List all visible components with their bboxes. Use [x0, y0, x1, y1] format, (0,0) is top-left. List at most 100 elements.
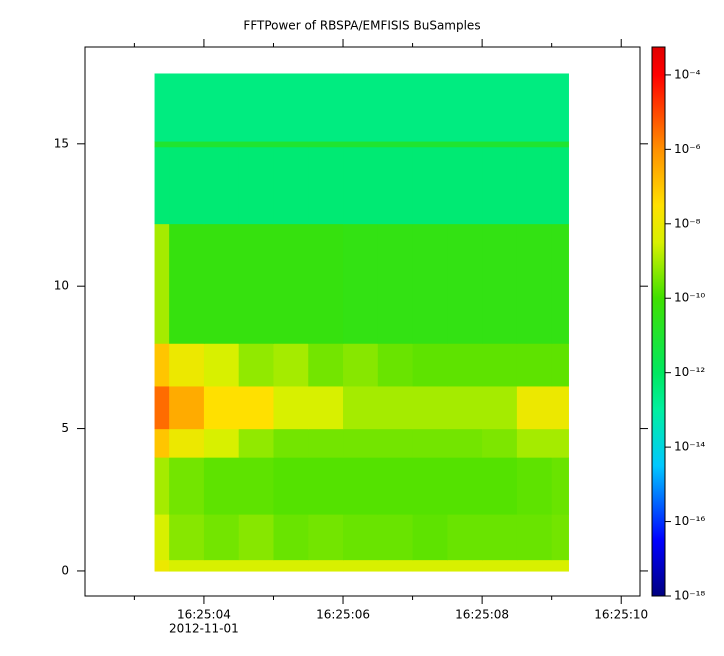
cell: [447, 559, 483, 572]
cell: [343, 73, 379, 142]
x-tick-label: 16:25:10: [594, 608, 648, 622]
cell: [447, 73, 483, 142]
cell: [154, 146, 170, 225]
cell: [551, 385, 569, 430]
cell: [273, 559, 309, 572]
cell: [412, 428, 448, 458]
cell: [551, 559, 569, 572]
x-tick-label: 16:25:04: [177, 608, 231, 622]
colorbar-tick-label: 10⁻⁸: [674, 216, 701, 230]
cell: [377, 223, 414, 344]
cell: [154, 140, 170, 148]
cell: [169, 428, 205, 458]
cell: [308, 385, 344, 430]
cell: [169, 457, 205, 515]
cell: [238, 343, 275, 387]
cell: [308, 513, 344, 561]
cell: [516, 428, 553, 458]
cell: [412, 140, 448, 148]
y-tick-label: 0: [61, 563, 69, 577]
colorbar-tick-label: 10⁻¹⁴: [674, 440, 705, 454]
cell: [273, 343, 309, 387]
cell: [516, 513, 553, 561]
cell: [203, 146, 240, 225]
cell: [154, 457, 170, 515]
cell: [154, 343, 170, 387]
cell: [482, 146, 518, 225]
cell: [447, 457, 483, 515]
cell: [447, 140, 483, 148]
cell: [412, 73, 448, 142]
cell: [273, 146, 309, 225]
cell: [169, 343, 205, 387]
cell: [169, 223, 205, 344]
x-tick-label: 16:25:06: [316, 608, 370, 622]
cell: [343, 140, 379, 148]
cell: [377, 146, 414, 225]
cell: [169, 559, 205, 572]
cell: [482, 385, 518, 430]
cell: [412, 223, 448, 344]
cell: [273, 385, 309, 430]
colorbar-tick-label: 10⁻¹⁶: [674, 514, 705, 528]
cell: [203, 343, 240, 387]
cell: [203, 559, 240, 572]
cell: [412, 343, 448, 387]
y-tick-label: 15: [54, 136, 69, 150]
cell: [308, 146, 344, 225]
cell: [203, 223, 240, 344]
x-tick-label: 16:25:08: [455, 608, 509, 622]
cell: [169, 73, 205, 142]
cell: [482, 559, 518, 572]
cell: [238, 73, 275, 142]
cell: [377, 428, 414, 458]
cell: [377, 513, 414, 561]
cell: [154, 513, 170, 561]
cell: [343, 428, 379, 458]
colorbar-tick-label: 10⁻¹²: [674, 365, 705, 379]
cell: [412, 513, 448, 561]
cell: [308, 457, 344, 515]
cell: [238, 140, 275, 148]
cell: [154, 73, 170, 142]
cell: [308, 140, 344, 148]
cell: [412, 146, 448, 225]
cell: [482, 73, 518, 142]
cell: [412, 385, 448, 430]
cell: [447, 223, 483, 344]
cell: [516, 223, 553, 344]
cell: [238, 559, 275, 572]
colorbar: [651, 46, 666, 597]
cell: [154, 223, 170, 344]
cell: [377, 343, 414, 387]
cell: [154, 559, 170, 572]
colorbar-tick-label: 10⁻¹⁸: [674, 589, 705, 603]
cell: [482, 343, 518, 387]
cell: [203, 513, 240, 561]
cell: [343, 343, 379, 387]
cell: [238, 146, 275, 225]
cell: [551, 140, 569, 148]
cell: [308, 223, 344, 344]
cell: [482, 140, 518, 148]
cell: [273, 428, 309, 458]
cell: [551, 513, 569, 561]
cell: [343, 559, 379, 572]
y-tick-label: 10: [54, 279, 69, 293]
cell: [273, 457, 309, 515]
cell: [169, 146, 205, 225]
cell: [447, 343, 483, 387]
cell: [238, 513, 275, 561]
cell: [482, 223, 518, 344]
cell: [154, 428, 170, 458]
cell: [447, 146, 483, 225]
cell: [203, 385, 240, 430]
cell: [238, 385, 275, 430]
colorbar-tick-label: 10⁻⁴: [674, 67, 701, 81]
colorbar-tick-label: 10⁻¹⁰: [674, 291, 705, 305]
cell: [169, 140, 205, 148]
cell: [482, 457, 518, 515]
cell: [343, 513, 379, 561]
cell: [273, 73, 309, 142]
cell: [377, 73, 414, 142]
